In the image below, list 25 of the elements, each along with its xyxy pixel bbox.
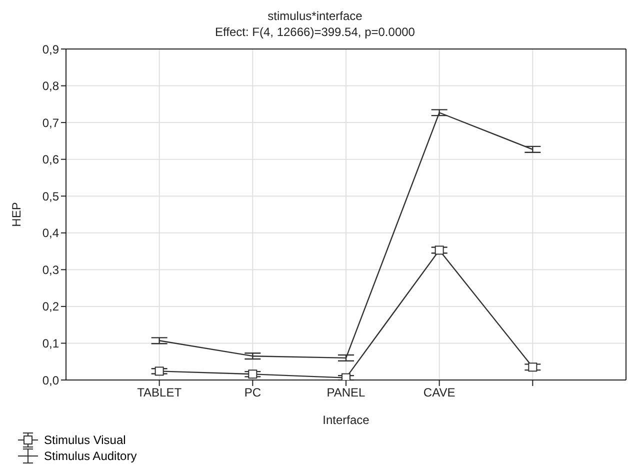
point — [342, 373, 350, 380]
y-tick-label: 0,4 — [42, 226, 60, 240]
legend-label: Stimulus Visual — [44, 433, 126, 447]
y-tick-label: 0,5 — [42, 189, 60, 204]
point — [528, 362, 538, 372]
y-tick-label: 0,1 — [42, 336, 60, 350]
y-tick-label: 0,2 — [42, 300, 60, 314]
x-axis-title: Interface — [322, 413, 370, 427]
point — [248, 370, 258, 379]
legend-label: Stimulus Auditory — [44, 449, 137, 463]
chart-title: stimulus*interface — [266, 8, 364, 24]
x-tick-label: PC — [244, 386, 262, 400]
point — [154, 366, 164, 376]
x-tick-label: CAVE — [423, 386, 456, 400]
chart-subtitle: Effect: F(4, 12666)=399.54, p=0.0000 — [214, 24, 416, 40]
x-tick-label: TABLET — [137, 386, 182, 400]
y-tick-label: 0,3 — [42, 262, 60, 277]
y-tick-label: 0,6 — [42, 152, 60, 167]
y-tick-label: 0,0 — [42, 373, 60, 388]
y-tick-label: 0,7 — [42, 116, 60, 130]
x-tick-label: PANEL — [326, 386, 366, 400]
y-axis-title: HEP — [9, 202, 24, 227]
point — [434, 246, 444, 255]
y-tick-label: 0,8 — [42, 79, 60, 94]
y-tick-label: 0,9 — [42, 42, 60, 56]
